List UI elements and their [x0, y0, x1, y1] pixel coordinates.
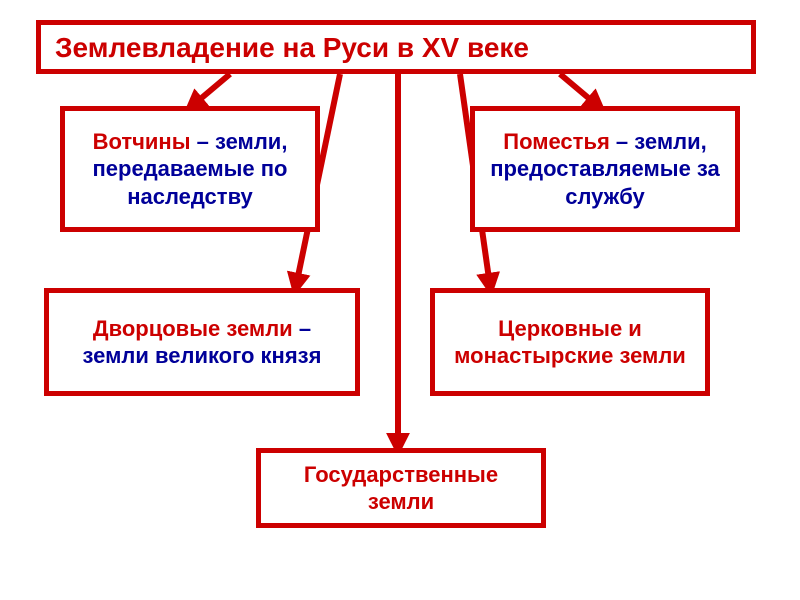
node-tserkovnye-segment: Церковные и монастырские земли: [454, 316, 686, 369]
arrow-1: [560, 74, 598, 106]
node-pomestya-segment: Поместья: [503, 129, 610, 154]
node-dvortsovye: Дворцовые земли – земли великого князя: [44, 288, 360, 396]
node-votchiny-text: Вотчины – земли, передаваемые по наследс…: [75, 128, 305, 211]
node-gosudarstvennye: Государственные земли: [256, 448, 546, 528]
node-tserkovnye-text: Церковные и монастырские земли: [445, 315, 695, 370]
node-gosudarstvennye-segment: Государственные земли: [304, 462, 498, 515]
title-box: Землевладение на Руси в XV веке: [36, 20, 756, 74]
node-pomestya-text: Поместья – земли, предоставляемые за слу…: [485, 128, 725, 211]
node-tserkovnye: Церковные и монастырские земли: [430, 288, 710, 396]
arrow-0: [192, 74, 230, 106]
node-votchiny-segment: Вотчины: [93, 129, 191, 154]
node-votchiny: Вотчины – земли, передаваемые по наследс…: [60, 106, 320, 232]
node-gosudarstvennye-text: Государственные земли: [271, 461, 531, 516]
node-dvortsovye-text: Дворцовые земли – земли великого князя: [59, 315, 345, 370]
node-dvortsovye-segment: Дворцовые земли: [93, 316, 293, 341]
title-text: Землевладение на Руси в XV веке: [55, 30, 529, 65]
node-pomestya: Поместья – земли, предоставляемые за слу…: [470, 106, 740, 232]
